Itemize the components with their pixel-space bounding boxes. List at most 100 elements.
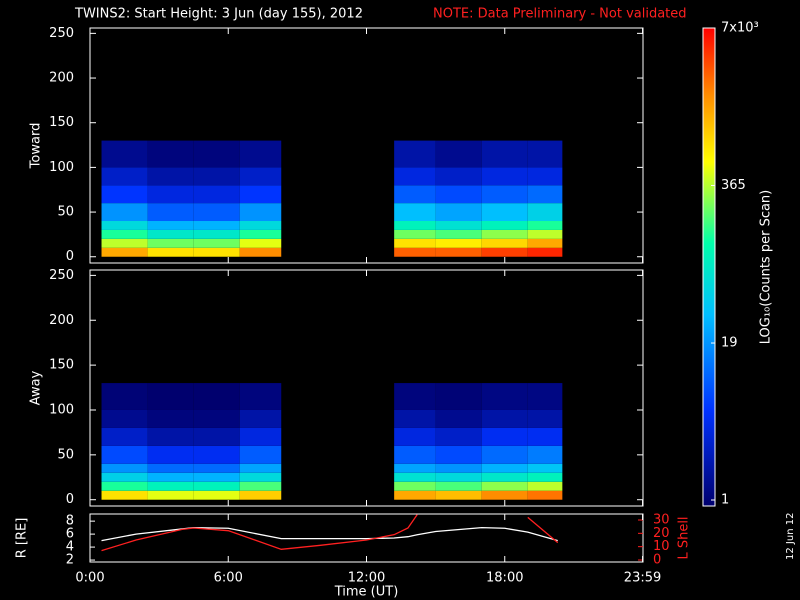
y-tick-label: 250 xyxy=(49,268,74,283)
heat-cell xyxy=(481,238,528,248)
heat-cell xyxy=(394,238,436,248)
heat-cell xyxy=(527,427,563,446)
heat-cell xyxy=(394,481,436,491)
heat-cell xyxy=(193,481,240,491)
heat-cell xyxy=(481,383,528,410)
heat-cell xyxy=(527,221,563,230)
y-tick-label: 50 xyxy=(57,447,74,462)
heat-cell xyxy=(394,203,436,222)
y-tick-label: 100 xyxy=(49,160,74,175)
y-tick-label: 200 xyxy=(49,71,74,86)
heat-cell xyxy=(101,203,148,222)
heat-cell xyxy=(239,221,282,230)
y-tick-label: 2 xyxy=(66,553,74,568)
heat-cell xyxy=(193,409,240,428)
heat-cell xyxy=(394,490,436,500)
heat-cell xyxy=(435,140,482,168)
x-axis-label: Time (UT) xyxy=(334,585,399,600)
heat-cell xyxy=(239,472,282,482)
heat-cell xyxy=(481,221,528,230)
heat-cell xyxy=(527,383,563,410)
y-tick-label: 250 xyxy=(49,26,74,41)
footer-date: 12 Jun 12 xyxy=(785,513,796,560)
heat-cell xyxy=(481,203,528,222)
heat-cell xyxy=(101,472,148,482)
y-tick-label: 0 xyxy=(66,492,74,507)
heat-cell xyxy=(101,427,148,446)
heat-cell xyxy=(481,140,528,168)
y-axis-label: Away xyxy=(29,370,44,405)
heat-cell xyxy=(147,409,194,428)
y-tick-label: 150 xyxy=(49,358,74,373)
heat-cell xyxy=(101,140,148,168)
heat-cell xyxy=(193,185,240,204)
heat-cell xyxy=(147,383,194,410)
y2-axis-label: L Shell xyxy=(677,516,692,559)
heat-cell xyxy=(147,427,194,446)
y-tick-label: 150 xyxy=(49,115,74,130)
heat-cell xyxy=(435,490,482,500)
heat-cell xyxy=(527,472,563,482)
heat-cell xyxy=(527,229,563,239)
heat-cell xyxy=(193,229,240,239)
heat-cell xyxy=(481,490,528,500)
heat-cell xyxy=(435,472,482,482)
heat-cell xyxy=(435,185,482,204)
heat-cell xyxy=(394,383,436,410)
heat-cell xyxy=(435,409,482,428)
heat-cell xyxy=(435,221,482,230)
heat-cell xyxy=(394,463,436,473)
heat-cell xyxy=(239,490,282,500)
heat-cell xyxy=(193,203,240,222)
x-tick-label: 23:59 xyxy=(624,571,661,586)
heat-cell xyxy=(147,445,194,464)
heat-cell xyxy=(193,247,240,257)
heat-cell xyxy=(147,221,194,230)
heat-cell xyxy=(481,229,528,239)
heat-cell xyxy=(101,221,148,230)
series-line xyxy=(101,514,559,552)
heat-cell xyxy=(101,238,148,248)
heat-cell xyxy=(435,463,482,473)
y-tick-label: 0 xyxy=(66,249,74,264)
heat-cell xyxy=(101,229,148,239)
heat-cell xyxy=(101,490,148,500)
y-tick-label: 4 xyxy=(66,540,74,555)
colorbar xyxy=(702,27,716,507)
heat-cell xyxy=(239,238,282,248)
x-tick-label: 0:00 xyxy=(75,571,104,586)
heat-cell xyxy=(394,185,436,204)
heat-cell xyxy=(527,247,563,257)
y2-tick-label: 10 xyxy=(653,539,670,554)
heat-cell xyxy=(527,409,563,428)
heat-cell xyxy=(239,383,282,410)
heat-cell xyxy=(147,472,194,482)
heat-cell xyxy=(101,167,148,186)
heat-cell xyxy=(527,140,563,168)
heat-cell xyxy=(481,445,528,464)
heat-cell xyxy=(435,167,482,186)
heat-cell xyxy=(435,238,482,248)
heat-cell xyxy=(394,167,436,186)
heat-cell xyxy=(147,140,194,168)
heat-cell xyxy=(239,140,282,168)
y2-tick-label: 20 xyxy=(653,526,670,541)
heat-cell xyxy=(147,463,194,473)
heat-cell xyxy=(101,409,148,428)
y2-tick-label: 0 xyxy=(653,553,661,568)
y2-tick-label: 30 xyxy=(653,513,670,528)
heat-cell xyxy=(527,445,563,464)
heat-cell xyxy=(394,229,436,239)
heat-cell xyxy=(239,185,282,204)
heat-cell xyxy=(481,472,528,482)
heat-cell xyxy=(527,463,563,473)
heat-cell xyxy=(239,409,282,428)
heat-cell xyxy=(481,481,528,491)
heat-cell xyxy=(193,383,240,410)
heat-cell xyxy=(101,247,148,257)
y-axis-label: Toward xyxy=(29,123,44,170)
heat-cell xyxy=(435,427,482,446)
heat-cell xyxy=(147,185,194,204)
heat-cell xyxy=(101,445,148,464)
